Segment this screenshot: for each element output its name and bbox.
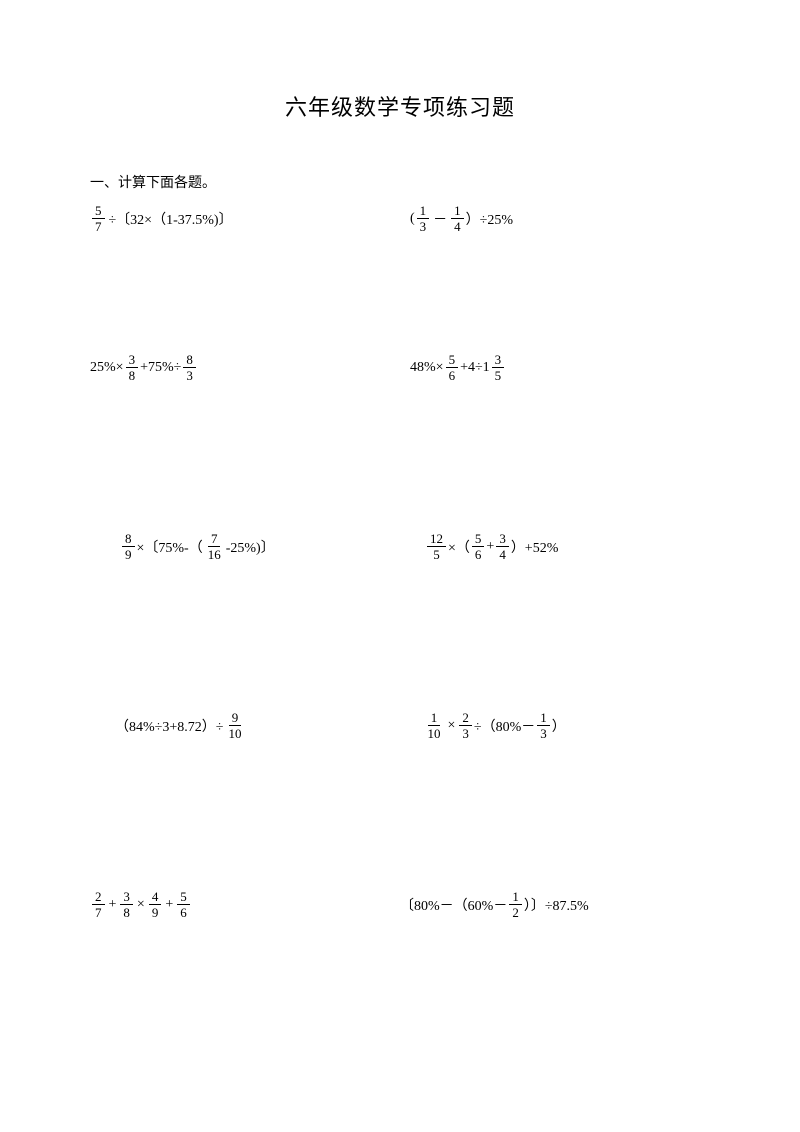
fraction: 5 6 (472, 532, 485, 561)
fraction: 8 9 (122, 532, 135, 561)
fraction: 3 8 (120, 890, 133, 919)
problem-row: 8 9 ×〔75%-（ 7 16 -25%)〕 12 5 ×（ 5 (90, 532, 710, 561)
expression: 2 7 + 3 8 × 4 9 + 5 6 (90, 890, 192, 919)
expression: 5 7 ÷〔32×（1-37.5%)〕 (90, 204, 235, 233)
problem-cell: 〔80%－（60%－ 1 2 ）〕÷87.5% (400, 890, 710, 919)
fraction: 3 5 (492, 353, 505, 382)
expression: 8 9 ×〔75%-（ 7 16 -25%)〕 (120, 532, 275, 561)
fraction: 1 4 (451, 204, 464, 233)
expression: 12 5 ×（ 5 6 + 3 4 ）+52% (425, 532, 558, 561)
problem-row: 25%× 3 8 +75%÷ 8 3 48%× 5 6 +4÷1 (90, 353, 710, 382)
fraction: 1 3 (417, 204, 430, 233)
worksheet-page: 六年级数学专项练习题 一、计算下面各题。 5 7 ÷〔32×（1-37.5%)〕… (0, 0, 800, 1019)
expression: （84%÷3+8.72）÷ 9 10 (115, 711, 246, 740)
problem-cell: 48%× 5 6 +4÷1 3 5 (390, 353, 710, 382)
fraction: 1 10 (425, 711, 444, 740)
fraction: 5 7 (92, 204, 105, 233)
problem-cell: （84%÷3+8.72）÷ 9 10 (90, 711, 403, 740)
problem-row: 2 7 + 3 8 × 4 9 + 5 6 (90, 890, 710, 919)
problem-cell: ( 1 3 － 1 4 ）÷25% (390, 204, 710, 233)
problem-cell: 2 7 + 3 8 × 4 9 + 5 6 (90, 890, 400, 919)
page-title: 六年级数学专项练习题 (90, 90, 710, 122)
fraction: 5 6 (446, 353, 459, 382)
fraction: 8 3 (183, 353, 196, 382)
problem-cell: 5 7 ÷〔32×（1-37.5%)〕 (90, 204, 390, 233)
fraction: 12 5 (427, 532, 446, 561)
fraction: 9 10 (225, 711, 244, 740)
problem-cell: 8 9 ×〔75%-（ 7 16 -25%)〕 (90, 532, 405, 561)
expression: 〔80%－（60%－ 1 2 ）〕÷87.5% (400, 890, 589, 919)
fraction: 7 16 (205, 532, 224, 561)
fraction: 3 4 (496, 532, 509, 561)
problem-cell: 12 5 ×（ 5 6 + 3 4 ）+52% (405, 532, 710, 561)
expression: ( 1 3 － 1 4 ）÷25% (410, 204, 513, 233)
section-heading: 一、计算下面各题。 (90, 172, 710, 192)
problem-row: 5 7 ÷〔32×（1-37.5%)〕 ( 1 3 － 1 4 ）÷25% (90, 204, 710, 233)
problem-row: （84%÷3+8.72）÷ 9 10 1 10 × 2 3 ÷（80%－ (90, 711, 710, 740)
fraction: 3 8 (126, 353, 139, 382)
problem-cell: 1 10 × 2 3 ÷（80%－ 1 3 ） (403, 711, 711, 740)
fraction: 4 9 (149, 890, 162, 919)
fraction: 5 6 (177, 890, 190, 919)
fraction: 2 3 (459, 711, 472, 740)
expression: 1 10 × 2 3 ÷（80%－ 1 3 ） (423, 711, 566, 740)
fraction: 1 3 (537, 711, 550, 740)
expression: 25%× 3 8 +75%÷ 8 3 (90, 353, 198, 382)
problem-cell: 25%× 3 8 +75%÷ 8 3 (90, 353, 390, 382)
expression: 48%× 5 6 +4÷1 3 5 (410, 353, 506, 382)
fraction: 2 7 (92, 890, 105, 919)
fraction: 1 2 (509, 890, 522, 919)
